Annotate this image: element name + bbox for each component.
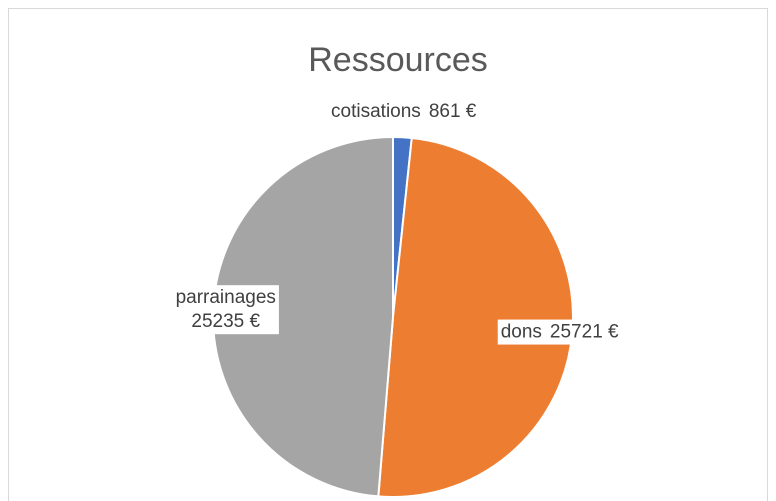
label-background [172, 285, 279, 335]
data-label: dons 25721 € [497, 319, 623, 345]
label-background [497, 319, 623, 345]
data-label: parrainages 25235 € [172, 285, 279, 335]
value-label: 25721 € [550, 322, 619, 343]
data-label-text: cotisations 861 € [331, 101, 477, 122]
category-label: dons [501, 322, 542, 343]
data-label-text: parrainages 25235 € [176, 287, 276, 332]
data-label-text: dons 25721 € [501, 322, 619, 343]
category-label: parrainages [176, 287, 276, 308]
value-label: 861 € [429, 101, 477, 122]
category-label: cotisations [331, 101, 421, 122]
data-label: cotisations 861 € [331, 101, 477, 122]
chart-title: Ressources [308, 41, 488, 79]
value-label: 25235 € [191, 311, 260, 332]
